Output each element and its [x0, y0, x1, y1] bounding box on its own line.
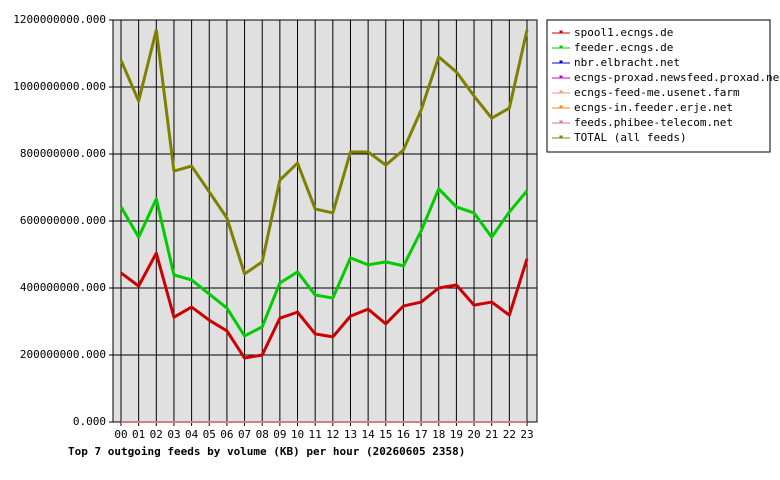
x-tick-label: 20 [467, 428, 480, 441]
x-tick-label: 08 [256, 428, 269, 441]
x-tick-label: 19 [450, 428, 463, 441]
legend-label: ecngs-proxad.newsfeed.proxad.net [574, 71, 780, 84]
legend-label: feeds.phibee-telecom.net [574, 116, 733, 129]
y-tick-label: 0.000 [73, 415, 106, 428]
x-tick-label: 00 [114, 428, 127, 441]
legend-label: ecngs-feed-me.usenet.farm [574, 86, 740, 99]
legend-box [546, 19, 771, 153]
x-tick-label: 02 [150, 428, 163, 441]
legend-marker [559, 45, 563, 49]
y-tick-label: 1200000000.000 [13, 13, 106, 26]
x-tick-label: 03 [167, 428, 180, 441]
y-tick-label: 400000000.000 [20, 281, 106, 294]
legend-marker [559, 30, 563, 34]
x-tick-label: 10 [291, 428, 304, 441]
legend-label: spool1.ecngs.de [574, 26, 673, 39]
x-tick-label: 21 [485, 428, 498, 441]
legend-label: feeder.ecngs.de [574, 41, 673, 54]
x-tick-label: 07 [238, 428, 251, 441]
y-tick-label: 1000000000.000 [13, 80, 106, 93]
x-tick-label: 05 [203, 428, 216, 441]
legend-marker [559, 60, 563, 64]
legend-label: ecngs-in.feeder.erje.net [574, 101, 733, 114]
series-line [120, 251, 529, 360]
x-tick-label: 18 [432, 428, 445, 441]
x-tick-label: 23 [520, 428, 533, 441]
series-line [119, 28, 529, 276]
x-tick-label: 01 [132, 428, 145, 441]
x-tick-label: 09 [273, 428, 286, 441]
series-line [119, 187, 529, 338]
x-tick-label: 22 [503, 428, 516, 441]
legend-marker [559, 90, 563, 94]
legend-marker [559, 135, 563, 139]
legend-label: nbr.elbracht.net [574, 56, 680, 69]
x-tick-label: 16 [397, 428, 410, 441]
x-tick-label: 15 [379, 428, 392, 441]
legend-marker [559, 75, 563, 79]
y-tick-label: 600000000.000 [20, 214, 106, 227]
x-tick-label: 04 [185, 428, 199, 441]
chart-title: Top 7 outgoing feeds by volume (KB) per … [68, 445, 465, 458]
x-tick-label: 11 [309, 428, 322, 441]
legend-label: TOTAL (all feeds) [574, 131, 687, 144]
y-tick-label: 800000000.000 [20, 147, 106, 160]
legend-marker [559, 105, 563, 109]
legend-marker [559, 120, 563, 124]
x-tick-label: 12 [326, 428, 339, 441]
x-tick-label: 14 [362, 428, 376, 441]
x-tick-label: 06 [220, 428, 233, 441]
x-tick-label: 17 [414, 428, 427, 441]
x-tick-label: 13 [344, 428, 357, 441]
y-tick-label: 200000000.000 [20, 348, 106, 361]
